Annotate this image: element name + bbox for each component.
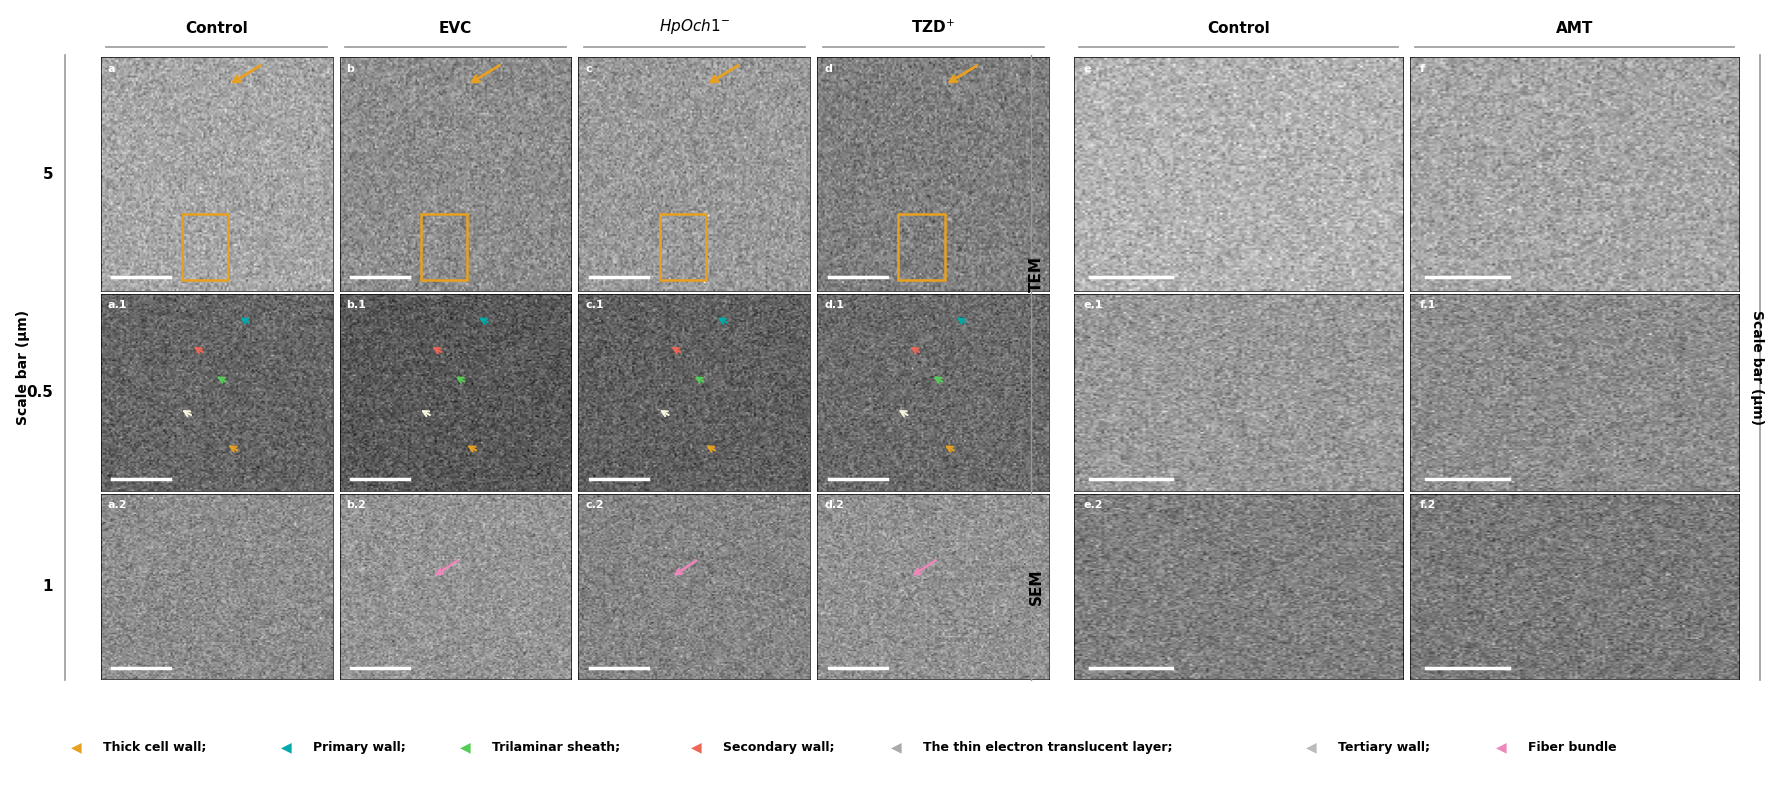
Text: 1: 1 (42, 579, 53, 594)
Text: e.2: e.2 (1084, 500, 1104, 510)
Text: d: d (824, 64, 831, 74)
Text: TZD$^{+}$: TZD$^{+}$ (911, 18, 955, 36)
Text: ◀: ◀ (1306, 740, 1316, 755)
Text: Scale bar (μm): Scale bar (μm) (16, 310, 30, 426)
Text: f: f (1421, 64, 1424, 74)
Text: e.1: e.1 (1084, 301, 1104, 310)
Text: ◀: ◀ (892, 740, 902, 755)
Text: Control: Control (186, 21, 248, 36)
Text: Thick cell wall;: Thick cell wall; (103, 741, 205, 754)
Text: f.2: f.2 (1421, 500, 1436, 510)
Bar (899, 214, 945, 279)
Text: ◀: ◀ (71, 740, 81, 755)
Text: f.1: f.1 (1421, 301, 1436, 310)
Text: d.2: d.2 (824, 500, 844, 510)
Text: b.2: b.2 (347, 500, 366, 510)
Text: ◀: ◀ (1497, 740, 1507, 755)
Text: b.1: b.1 (347, 301, 366, 310)
Text: Tertiary wall;: Tertiary wall; (1337, 741, 1429, 754)
Text: AMT: AMT (1555, 21, 1594, 36)
Text: ◀: ◀ (281, 740, 292, 755)
Bar (182, 214, 228, 279)
Bar (421, 214, 467, 279)
Text: a: a (108, 64, 115, 74)
Text: a.2: a.2 (108, 500, 127, 510)
Text: c: c (586, 64, 593, 74)
Text: $\it{HpOch1}^{-}$: $\it{HpOch1}^{-}$ (658, 17, 731, 36)
Text: e: e (1084, 64, 1091, 74)
Text: 0.5: 0.5 (27, 385, 53, 400)
Text: c.2: c.2 (586, 500, 603, 510)
Text: d.1: d.1 (824, 301, 844, 310)
Text: EVC: EVC (439, 21, 472, 36)
Text: a.1: a.1 (108, 301, 127, 310)
Text: Control: Control (1206, 21, 1270, 36)
Text: b: b (347, 64, 354, 74)
Text: Secondary wall;: Secondary wall; (724, 741, 835, 754)
Text: Scale bar (μm): Scale bar (μm) (1750, 310, 1764, 426)
Text: 5: 5 (42, 167, 53, 182)
Text: ◀: ◀ (460, 740, 471, 755)
Text: The thin electron translucent layer;: The thin electron translucent layer; (923, 741, 1173, 754)
Text: c.1: c.1 (586, 301, 603, 310)
Text: Primary wall;: Primary wall; (313, 741, 405, 754)
Text: Fiber bundle: Fiber bundle (1528, 741, 1617, 754)
Text: TEM: TEM (1030, 256, 1044, 292)
Bar (660, 214, 706, 279)
Text: ◀: ◀ (692, 740, 702, 755)
Text: Trilaminar sheath;: Trilaminar sheath; (492, 741, 621, 754)
Text: SEM: SEM (1030, 568, 1044, 605)
